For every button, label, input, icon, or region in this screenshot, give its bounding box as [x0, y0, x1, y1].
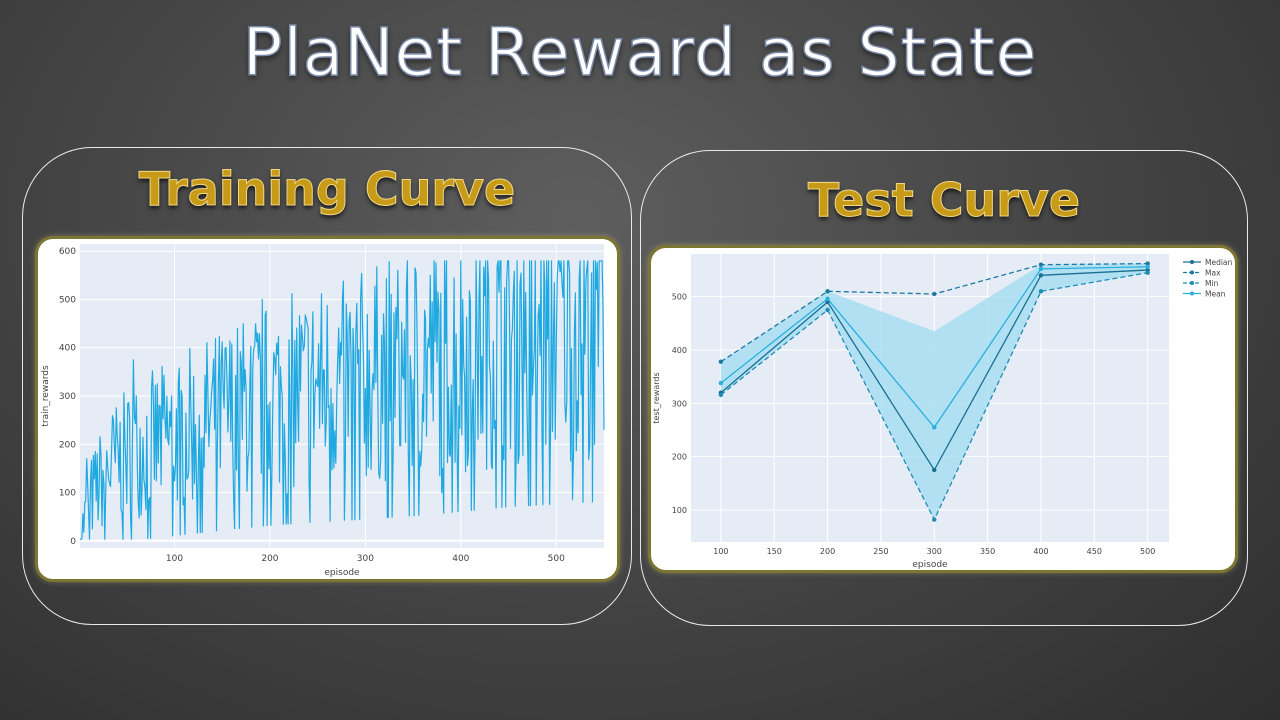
max-point — [825, 289, 830, 294]
x-tick-label: 300 — [357, 554, 374, 564]
y-tick-label: 200 — [672, 453, 687, 462]
y-axis-title: train_rewards — [41, 365, 51, 427]
y-tick-label: 300 — [59, 392, 76, 402]
mean-point — [825, 296, 830, 301]
min-point — [718, 392, 724, 397]
training-panel: Training Curve — [22, 147, 632, 625]
test-chart: 100 150 200 250 300 350 400 450 500 100 200 300 400 5… — [652, 254, 1233, 570]
min-point — [825, 307, 830, 313]
mean-point — [932, 425, 937, 430]
training-curve-heading: Training Curve — [138, 162, 516, 217]
y-tick-label: 500 — [59, 295, 76, 305]
train-rewards-line — [80, 260, 605, 540]
legend-mean-label: Mean — [1205, 290, 1226, 299]
y-tick-label: 600 — [59, 247, 76, 257]
x-tick-label: 150 — [767, 547, 782, 556]
slide-title: PlaNet Reward as State — [242, 13, 1038, 92]
min-point — [932, 517, 937, 522]
test-chart-frame: 100 150 200 250 300 350 400 450 500 100 200 300 400 5… — [648, 245, 1238, 573]
test-curve-heading: Test Curve — [807, 173, 1081, 228]
y-tick-label: 200 — [59, 440, 76, 450]
y-tick-label: 100 — [59, 489, 76, 499]
x-tick-label: 300 — [927, 547, 942, 556]
legend-min-marker — [1190, 281, 1194, 285]
x-axis-title: episode — [324, 568, 360, 578]
x-tick-label: 400 — [452, 554, 469, 564]
legend-min-label: Min — [1205, 279, 1219, 288]
training-chart: 100 200 300 400 500 0 100 200 300 400 500 600 episod… — [41, 244, 605, 578]
x-tick-label: 200 — [820, 547, 835, 556]
y-tick-label: 400 — [59, 344, 76, 354]
median-point — [1038, 273, 1044, 278]
x-tick-label: 100 — [166, 554, 183, 564]
legend-median-label: Median — [1205, 258, 1233, 267]
min-point — [1038, 289, 1044, 294]
mean-point — [1038, 266, 1044, 272]
x-tick-label: 450 — [1087, 547, 1102, 556]
x-tick-label: 100 — [713, 547, 728, 556]
legend-max-label: Max — [1205, 269, 1221, 278]
x-tick-label: 500 — [1140, 547, 1155, 556]
y-tick-label: 500 — [672, 293, 687, 302]
y-tick-label: 400 — [672, 346, 687, 355]
test-panel: Test Curve — [640, 150, 1248, 626]
y-tick-label: 300 — [672, 399, 687, 408]
max-point — [1145, 261, 1150, 266]
legend-median-marker — [1190, 260, 1194, 264]
variance-band — [720, 263, 1148, 520]
mean-point — [718, 380, 724, 386]
x-tick-label: 200 — [261, 554, 278, 564]
y-tick-label: 0 — [70, 537, 76, 547]
x-tick-label: 500 — [548, 554, 565, 564]
x-axis-title: episode — [912, 560, 948, 570]
max-point — [932, 291, 937, 297]
y-axis-title: test_rewards — [652, 372, 661, 423]
max-point — [1038, 262, 1044, 267]
x-tick-label: 250 — [873, 547, 888, 556]
training-chart-frame: 100 200 300 400 500 0 100 200 300 400 500 600 episod… — [35, 236, 620, 582]
min-point — [1145, 270, 1150, 275]
y-tick-label: 100 — [672, 506, 687, 515]
x-tick-label: 350 — [980, 547, 995, 556]
legend-mean-marker — [1190, 291, 1194, 296]
mean-point — [1145, 264, 1150, 269]
max-point — [718, 359, 724, 364]
x-tick-label: 400 — [1033, 547, 1048, 556]
median-point — [932, 467, 937, 473]
legend-max-marker — [1190, 270, 1194, 275]
